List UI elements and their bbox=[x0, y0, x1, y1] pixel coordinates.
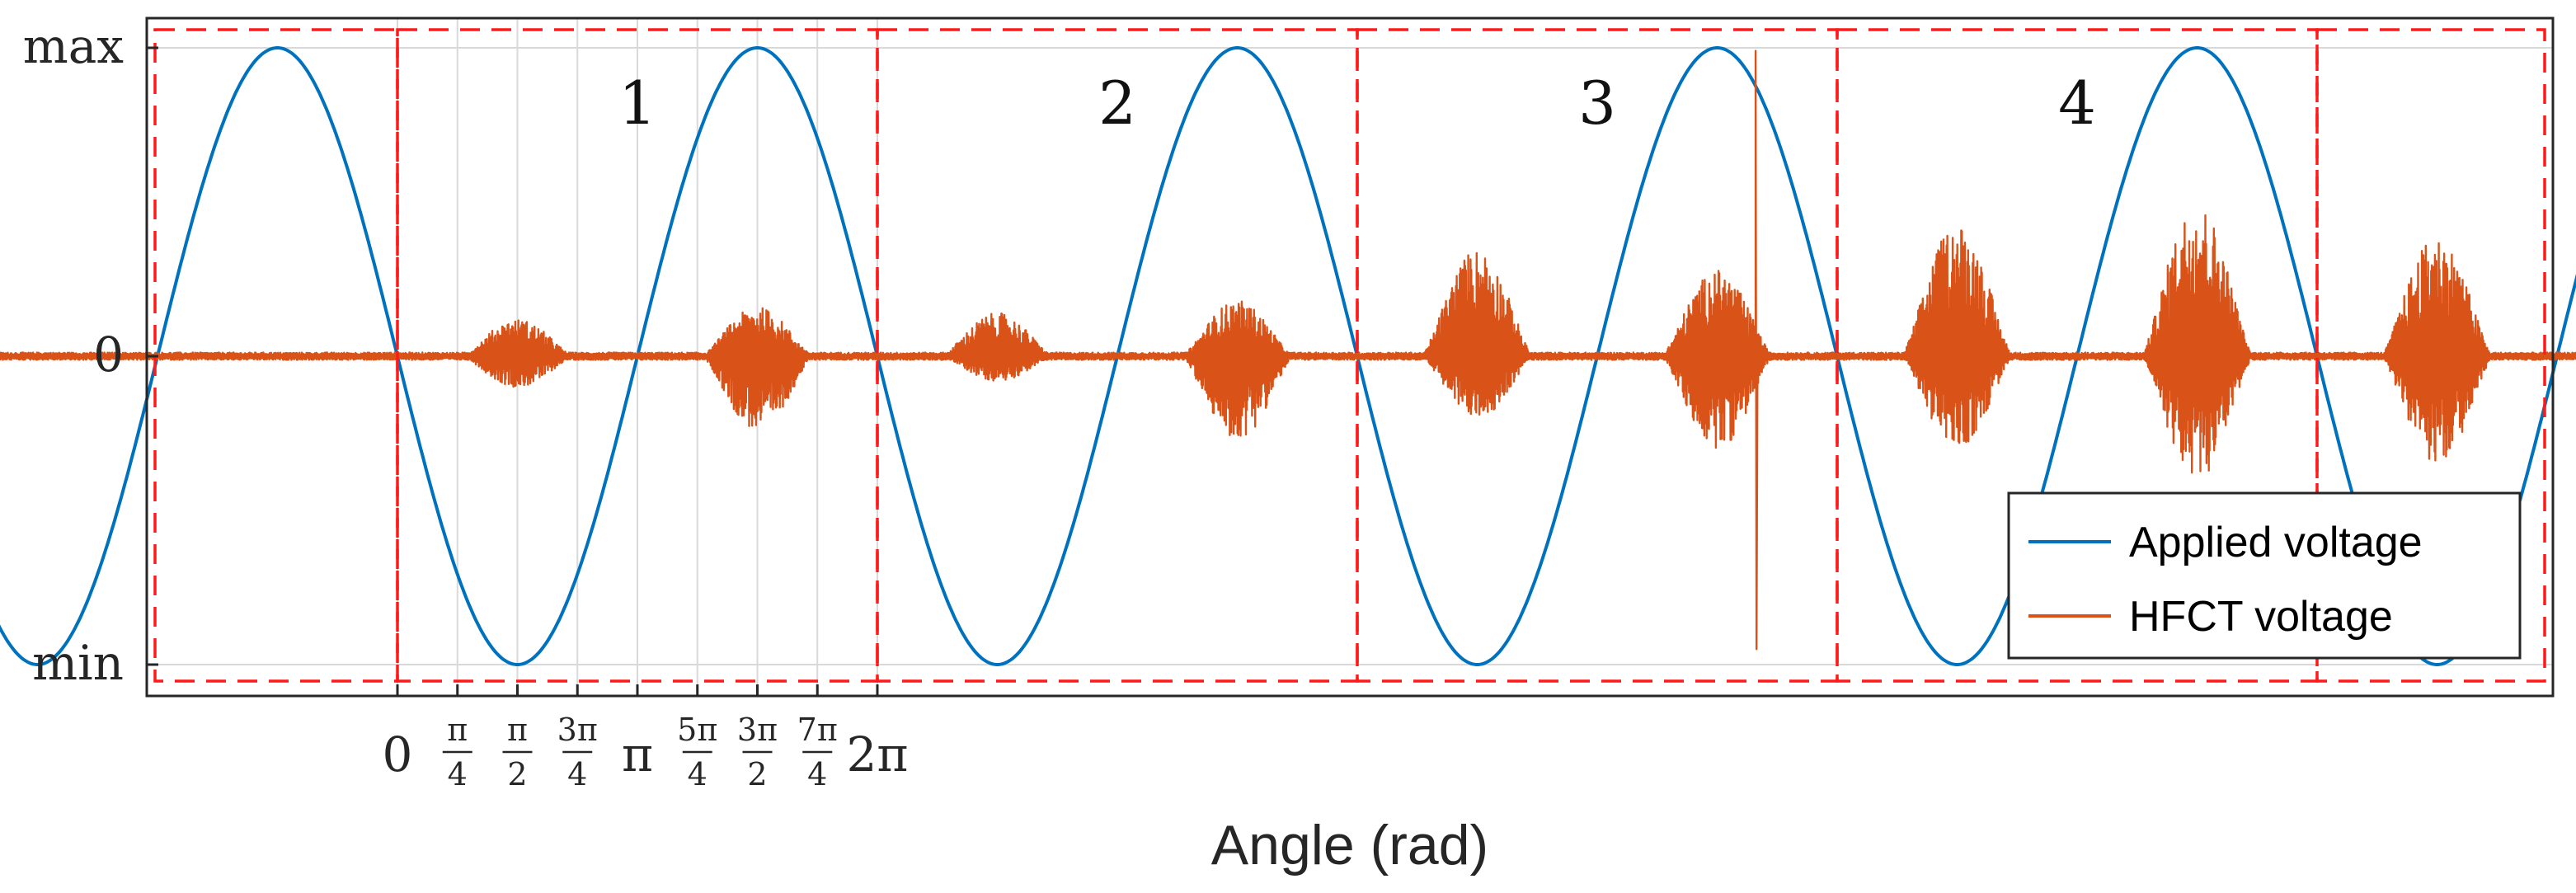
cycle-box bbox=[153, 28, 399, 683]
cycle-label: 2 bbox=[1098, 68, 1136, 138]
legend-box bbox=[2007, 491, 2522, 660]
series-hfct-voltage bbox=[0, 49, 2576, 651]
x-tick-label: 0 bbox=[383, 726, 413, 783]
cycle-labels: −112345 bbox=[618, 68, 2096, 138]
y-tick-label: 0 bbox=[93, 327, 124, 383]
x-tick-label-numerator: π bbox=[447, 712, 468, 748]
cycle-label: 1 bbox=[618, 68, 656, 138]
hfct-voltage-line bbox=[0, 49, 2576, 651]
x-tick-label: 2π bbox=[846, 726, 908, 783]
x-tick-label-denominator: 4 bbox=[807, 756, 827, 792]
x-axis-label: Angle (rad) bbox=[1211, 814, 1488, 877]
y-tick-label: min bbox=[32, 635, 124, 691]
x-tick-label-denominator: 4 bbox=[448, 756, 468, 792]
legend-label-applied: Applied voltage bbox=[2129, 519, 2423, 566]
legend: Applied voltage HFCT voltage bbox=[2007, 491, 2522, 660]
x-tick-label-numerator: 7π bbox=[797, 712, 838, 748]
cycle-box bbox=[2315, 28, 2546, 683]
x-tick-label: π bbox=[622, 726, 653, 783]
cycle-boxes bbox=[153, 28, 2546, 683]
x-tick-label-denominator: 2 bbox=[747, 756, 767, 792]
x-tick-label-denominator: 2 bbox=[507, 756, 527, 792]
x-tick-label-numerator: 3π bbox=[557, 712, 598, 748]
y-tick-label: max bbox=[23, 18, 124, 74]
x-tick-label-numerator: 5π bbox=[677, 712, 717, 748]
legend-label-hfct: HFCT voltage bbox=[2129, 593, 2393, 641]
cycle-label: 3 bbox=[1578, 68, 1616, 138]
x-tick-label-numerator: π bbox=[507, 712, 528, 748]
x-tick-label-numerator: 3π bbox=[737, 712, 778, 748]
x-tick-label-denominator: 4 bbox=[567, 756, 587, 792]
cycle-label: 4 bbox=[2058, 68, 2096, 138]
x-tick-label-denominator: 4 bbox=[688, 756, 707, 792]
y-ticks: max 0 min bbox=[23, 18, 158, 691]
